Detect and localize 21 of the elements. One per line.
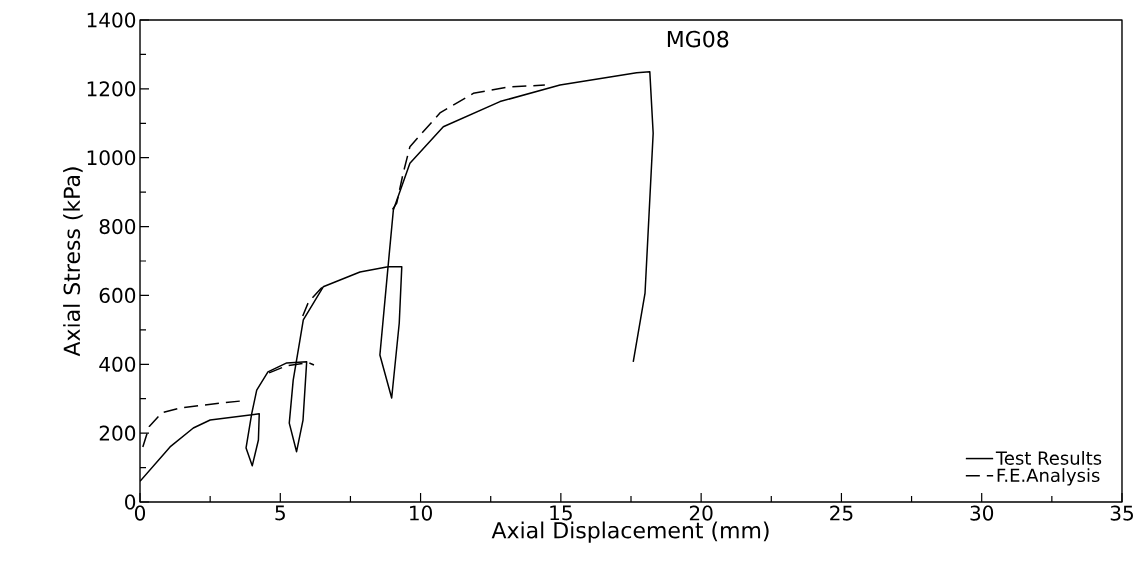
y-tick-label: 600 xyxy=(99,287,136,303)
y-tick-label: 0 xyxy=(125,494,136,510)
y-tick-label: 1400 xyxy=(87,12,136,28)
y-tick-label: 1200 xyxy=(87,81,136,97)
legend-label: F.E.Analysis xyxy=(997,468,1100,486)
y-tick-label: 400 xyxy=(99,356,136,372)
x-tick-label: 5 xyxy=(275,505,285,521)
x-tick-label: 10 xyxy=(410,505,432,521)
x-axis-title: Axial Displacement (mm) xyxy=(491,521,769,543)
x-tick-label: 15 xyxy=(550,505,572,521)
x-tick-label: 30 xyxy=(970,505,994,521)
x-tick-label: 0 xyxy=(134,505,146,521)
y-axis-title: Axial Stress (kPa) xyxy=(63,167,83,357)
legend-label: Test Results xyxy=(995,450,1102,465)
x-tick-label: 25 xyxy=(830,505,853,521)
y-tick-label: 1000 xyxy=(87,150,136,166)
y-tick-label: 200 xyxy=(99,425,136,441)
x-tick-label: 20 xyxy=(689,505,713,521)
annotation: MG08 xyxy=(667,30,729,48)
x-tick-label: 35 xyxy=(1110,505,1133,521)
y-tick-label: 800 xyxy=(99,219,136,235)
